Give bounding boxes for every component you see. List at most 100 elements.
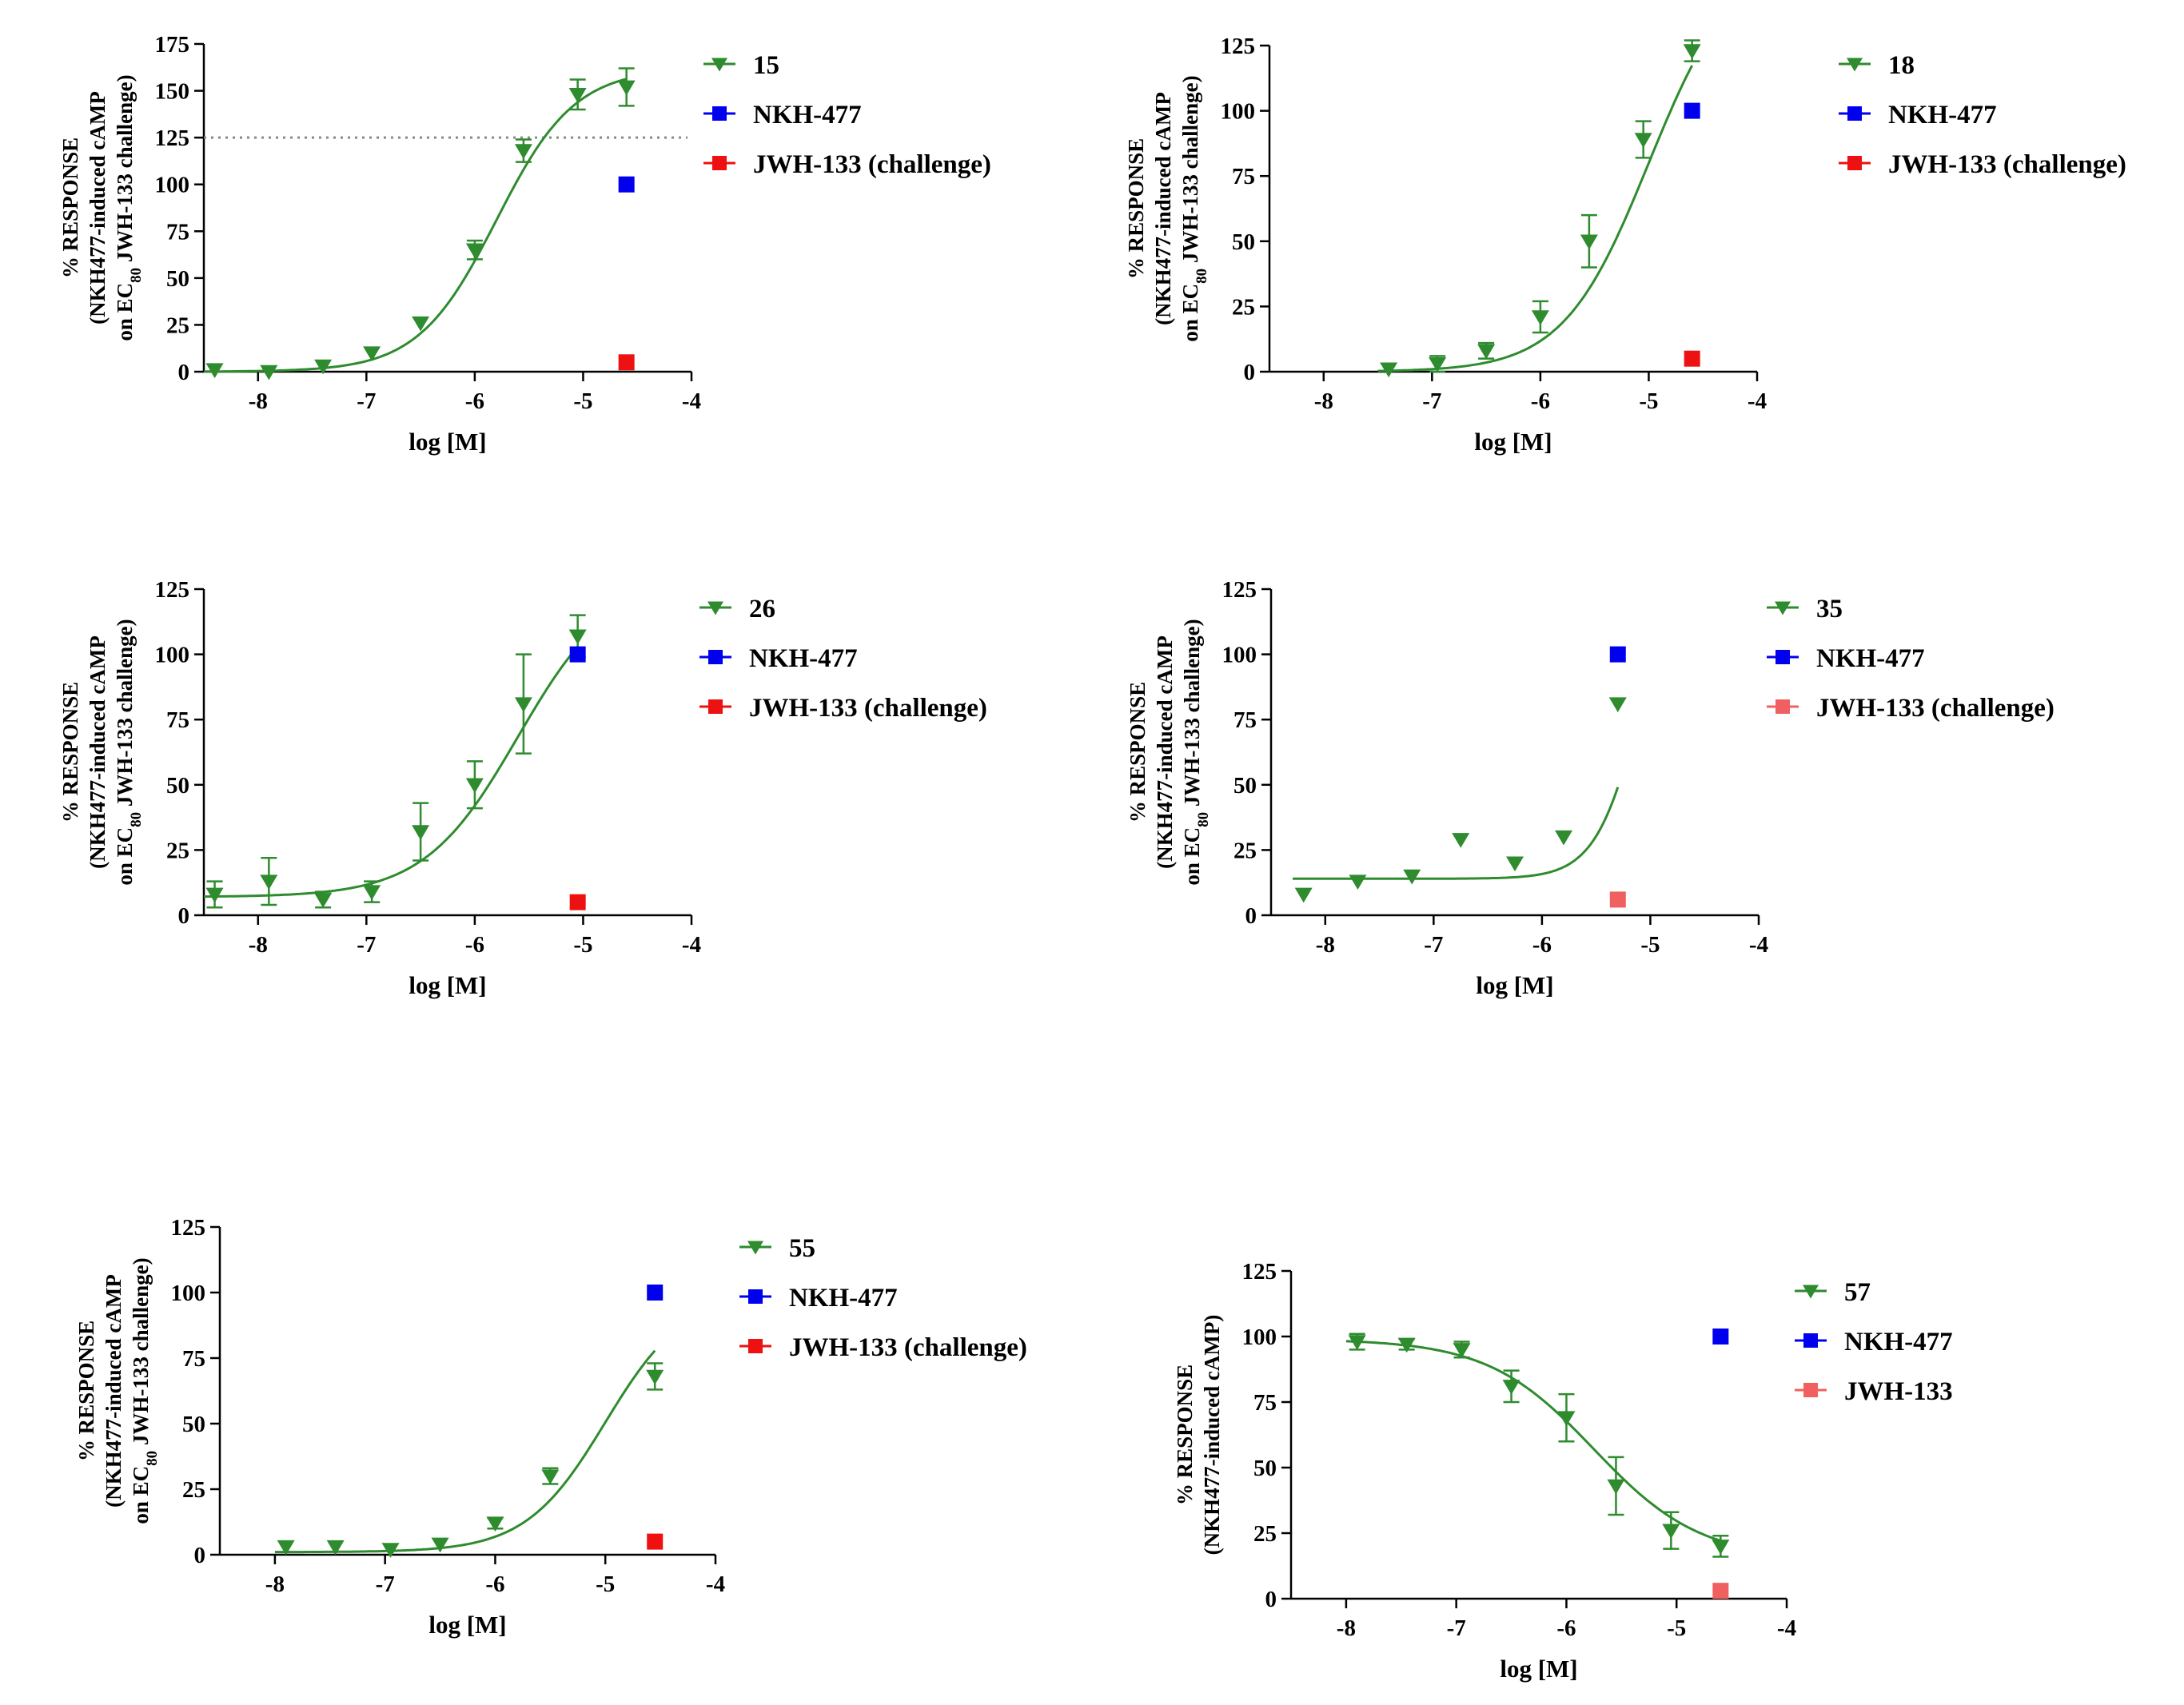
y-tick-label: 50 [1232, 229, 1255, 255]
data-point-18 [1683, 44, 1701, 59]
legend-label: NKH-477 [789, 1284, 898, 1313]
y-axis-label-line: (NKH477-induced cAMP) [1200, 1315, 1224, 1556]
chart-panel-35: 0 25 50 75 100 125 -8 -7 -6 -5 -4 log [M] % RESPONSE… [1126, 577, 2054, 999]
y-tick-label: 125 [155, 577, 190, 603]
x-tick-label: -4 [1748, 388, 1767, 414]
data-point-35 [1403, 869, 1421, 885]
y-axis-label-part: on EC [1178, 284, 1202, 342]
chart-panel-57: 0 25 50 75 100 125 -8 -7 -6 -5 -4 log [M] % RESPONSE… [1173, 1259, 1953, 1683]
legend-marker [1803, 1285, 1819, 1299]
y-axis-label-line: on EC80 JWH-133 challenge) [129, 1257, 161, 1524]
data-point-35 [1506, 856, 1524, 872]
x-axis-label: log [M] [409, 428, 486, 456]
data-point-57 [1348, 1335, 1366, 1351]
fit-curve [204, 78, 628, 373]
legend-marker [748, 1339, 763, 1353]
x-tick-label: -7 [376, 1572, 395, 1597]
legend-marker [1847, 106, 1862, 121]
y-axis-label-part: 80 [144, 1451, 161, 1466]
y-tick-label: 125 [1222, 577, 1257, 603]
legend-label: 26 [749, 595, 775, 623]
data-point-35 [1555, 830, 1572, 846]
y-axis-label-line: % RESPONSE [74, 1321, 98, 1461]
x-tick-label: -5 [1639, 388, 1658, 414]
data-point-15 [617, 80, 636, 96]
x-tick-label: -7 [1422, 388, 1441, 414]
y-axis-label-line: (NKH477-induced cAMP [1151, 92, 1175, 325]
y-tick-label: 100 [1242, 1325, 1277, 1350]
control-point [618, 354, 635, 371]
y-tick-label: 0 [1265, 1587, 1277, 1612]
data-point-55 [541, 1469, 560, 1485]
legend-label: JWH-133 (challenge) [749, 694, 987, 723]
control-point [1684, 102, 1700, 119]
legend-label: NKH-477 [753, 101, 862, 129]
x-tick-label: -5 [573, 388, 592, 414]
control-point [1609, 891, 1626, 908]
legend-label: JWH-133 (challenge) [753, 150, 991, 179]
y-axis-label-part: JWH-133 challenge) [113, 74, 137, 267]
y-tick-label: 50 [166, 266, 189, 292]
x-tick-label: -7 [1424, 932, 1443, 958]
data-point-57 [1397, 1337, 1416, 1353]
x-tick-label: -5 [596, 1572, 615, 1597]
y-tick-label: 75 [1232, 164, 1255, 189]
y-axis-label-part: 80 [128, 268, 145, 283]
legend-marker [1775, 601, 1791, 615]
legend-label: JWH-133 (challenge) [1888, 150, 2126, 179]
fit-curve [1345, 1340, 1721, 1542]
data-point-55 [277, 1540, 295, 1556]
y-axis-label-part: % RESPONSE [58, 137, 82, 278]
x-axis-label: log [M] [409, 971, 486, 999]
data-point-35 [1294, 887, 1313, 903]
data-point-18 [1580, 234, 1598, 250]
fit-curve [1293, 787, 1620, 880]
y-axis-label-part: % RESPONSE [74, 1321, 98, 1461]
legend-marker [1847, 58, 1863, 72]
data-point-15 [205, 363, 224, 379]
y-tick-label: 25 [1232, 294, 1255, 320]
legend-label: NKH-477 [1816, 644, 1925, 673]
legend-marker [1775, 699, 1790, 714]
y-axis-label-line: % RESPONSE [1126, 682, 1150, 823]
y-axis-label-part: on EC [1180, 827, 1204, 886]
y-tick-label: 0 [1245, 903, 1257, 929]
y-axis-label-line: % RESPONSE [58, 137, 82, 278]
data-point-55 [646, 1369, 664, 1385]
y-axis-label-line: (NKH477-induced cAMP [86, 91, 110, 325]
y-tick-label: 100 [1221, 99, 1256, 125]
y-axis-label-part: 80 [1195, 812, 1212, 827]
data-point-15 [363, 346, 381, 362]
data-point-15 [412, 316, 430, 332]
data-point-18 [1477, 344, 1496, 360]
data-point-35 [1452, 833, 1470, 848]
chart-panel-15: 0 25 50 75 100 125 150 175 -8 -7 -6 -5 -4 log [M] % RE… [58, 32, 991, 456]
data-point-57 [1712, 1540, 1730, 1555]
y-axis-label-part: (NKH477-induced cAMP [102, 1274, 126, 1508]
data-point-18 [1380, 362, 1398, 378]
control-point [569, 894, 586, 910]
data-point-26 [205, 887, 224, 903]
y-axis-label-part: JWH-133 challenge) [129, 1257, 153, 1450]
x-tick-label: -8 [1314, 388, 1333, 414]
data-point-26 [412, 825, 430, 841]
x-axis-label: log [M] [428, 1611, 506, 1639]
legend-marker [1775, 650, 1790, 664]
fit-curve [204, 646, 579, 898]
y-axis-label-part: on EC [129, 1466, 153, 1524]
y-tick-label: 175 [155, 32, 190, 58]
control-point [569, 646, 586, 663]
y-axis-label-line: on EC80 JWH-133 challenge) [113, 74, 145, 341]
x-tick-label: -5 [1640, 932, 1660, 958]
x-tick-label: -6 [1556, 1615, 1576, 1641]
control-point [647, 1533, 664, 1550]
legend-label: JWH-133 (challenge) [1816, 694, 2054, 723]
y-axis-label-part: % RESPONSE [58, 682, 82, 823]
legend-marker [747, 1241, 763, 1255]
legend-marker [1847, 156, 1862, 170]
y-axis-label-part: (NKH477-induced cAMP [1151, 92, 1175, 325]
data-point-15 [568, 88, 587, 103]
legend-label: JWH-133 (challenge) [789, 1333, 1027, 1362]
x-tick-label: -8 [1337, 1615, 1356, 1641]
